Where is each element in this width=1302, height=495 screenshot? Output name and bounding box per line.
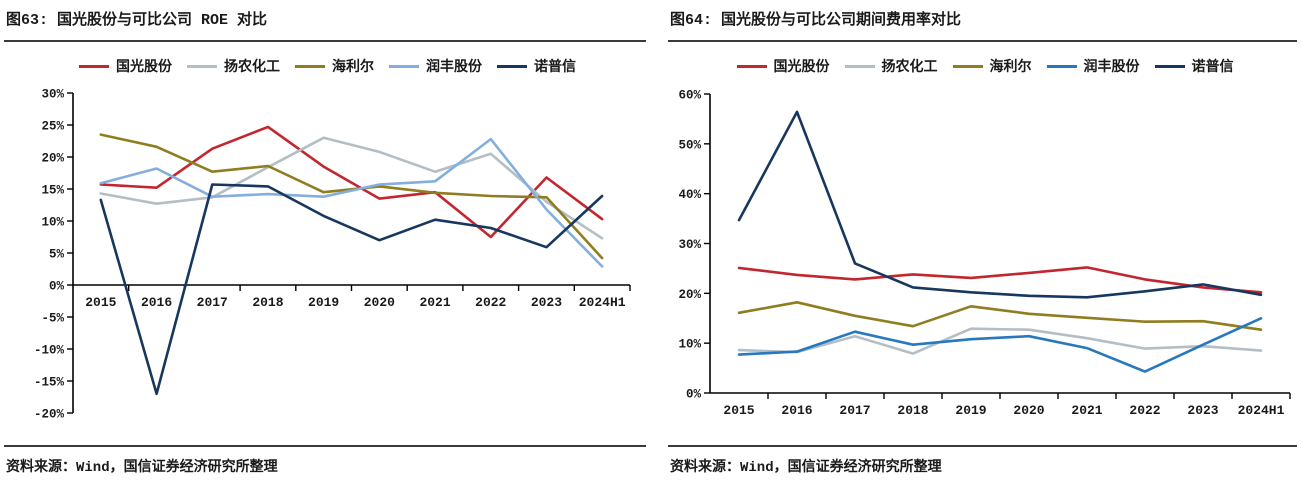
series-line-海利尔	[737, 301, 1263, 331]
x-category-label: 2019	[955, 403, 986, 418]
series-line-润丰股份	[737, 317, 1263, 373]
legend-item: 海利尔	[295, 56, 374, 76]
legend-label: 诺普信	[1191, 60, 1234, 76]
series-line-国光股份	[737, 266, 1263, 294]
legend-line-swatch	[1046, 64, 1077, 68]
series-line-扬农化工	[737, 327, 1263, 355]
y-tick-label: 60%	[678, 89, 701, 103]
report-figures-row: 图63: 国光股份与可比公司 ROE 对比 国光股份 扬农化工 海利尔 润丰股份 诺普信…	[0, 0, 1302, 476]
x-category-label: 2019	[308, 295, 339, 310]
x-category-label: 2024H1	[579, 295, 626, 310]
x-category-label: 2018	[897, 403, 928, 418]
x-category-label: 2020	[1013, 403, 1044, 418]
x-category-label: 2015	[85, 295, 116, 310]
legend-label: 国光股份	[773, 60, 830, 76]
legend-label: 诺普信	[534, 60, 576, 76]
legend-line-swatch	[79, 64, 109, 68]
footer-divider	[4, 445, 646, 447]
legend-item: 润丰股份	[1046, 56, 1140, 76]
legend-label: 国光股份	[116, 60, 172, 76]
source-note: 资料来源：Wind，国信证券经济研究所整理	[6, 460, 278, 476]
x-category-label: 2020	[364, 295, 395, 310]
legend-label: 海利尔	[989, 60, 1032, 76]
legend-line-swatch	[952, 64, 983, 68]
chart-legend: 国光股份 扬农化工 海利尔 润丰股份 诺普信	[4, 42, 651, 88]
x-category-label: 2021	[1071, 403, 1102, 418]
series-line-扬农化工	[99, 136, 604, 240]
figure-title: 图64: 国光股份与可比公司期间费用率对比	[670, 12, 962, 29]
legend-label: 润丰股份	[1083, 60, 1140, 76]
panel-roe-chart: 图63: 国光股份与可比公司 ROE 对比 国光股份 扬农化工 海利尔 润丰股份 诺普信…	[0, 0, 651, 476]
legend-line-swatch	[389, 64, 419, 68]
x-category-label: 2022	[1129, 403, 1160, 418]
x-category-label: 2021	[419, 295, 450, 310]
legend-line-swatch	[497, 64, 527, 68]
legend-item: 国光股份	[79, 56, 172, 76]
legend-line-swatch	[844, 64, 875, 68]
figure-title: 图63: 国光股份与可比公司 ROE 对比	[6, 12, 268, 29]
y-tick-label: 10%	[41, 216, 64, 230]
y-tick-label: 5%	[49, 248, 65, 262]
y-tick-label: 20%	[41, 152, 64, 166]
y-tick-label: 0%	[686, 388, 702, 402]
y-tick-label: 10%	[678, 338, 701, 352]
y-tick-label: 30%	[41, 88, 64, 102]
y-tick-label: 0%	[49, 280, 65, 294]
legend-item: 国光股份	[736, 56, 830, 76]
y-tick-label: 20%	[678, 288, 701, 302]
series-line-诺普信	[99, 183, 604, 396]
legend-item: 海利尔	[952, 56, 1032, 76]
y-tick-label: 50%	[678, 138, 701, 152]
x-category-label: 2016	[781, 403, 812, 418]
series-line-诺普信	[737, 110, 1263, 299]
y-tick-label: -15%	[34, 376, 65, 390]
x-category-label: 2017	[839, 403, 870, 418]
x-category-label: 2015	[723, 403, 754, 418]
source-note: 资料来源：Wind，国信证券经济研究所整理	[670, 460, 942, 476]
roe-line-chart: -20% -15% -10% -5% 0% 5% 10% 15% 20% 25% 30% 2015 20…	[34, 88, 631, 422]
x-category-label: 2023	[531, 295, 562, 310]
x-category-label: 2023	[1187, 403, 1218, 418]
legend-item: 润丰股份	[389, 56, 482, 76]
legend-item: 诺普信	[1154, 56, 1234, 76]
legend-label: 润丰股份	[426, 60, 482, 76]
expense-ratio-line-chart: 0% 10% 20% 30% 40% 50% 60% 2015 2016 2017 2018 2019…	[678, 89, 1291, 418]
legend-line-swatch	[1154, 64, 1185, 68]
series-line-润丰股份	[99, 137, 604, 268]
title-divider	[4, 40, 646, 42]
y-tick-label: 40%	[678, 188, 701, 202]
y-tick-label: -10%	[34, 344, 65, 358]
x-category-label: 2018	[252, 295, 283, 310]
y-tick-label: 15%	[41, 184, 64, 198]
x-category-label: 2016	[141, 295, 172, 310]
legend-item: 扬农化工	[844, 56, 938, 76]
title-divider	[668, 40, 1297, 42]
x-category-label: 2017	[197, 295, 228, 310]
legend-line-swatch	[295, 64, 325, 68]
series-line-国光股份	[99, 125, 604, 239]
legend-label: 扬农化工	[224, 60, 280, 76]
panel-expense-ratio-chart: 图64: 国光股份与可比公司期间费用率对比 国光股份 扬农化工 海利尔 润丰股份 诺普信…	[651, 0, 1302, 476]
footer-divider	[668, 445, 1297, 447]
legend-line-swatch	[187, 64, 217, 68]
y-tick-label: -20%	[34, 408, 65, 422]
legend-label: 海利尔	[332, 60, 374, 76]
x-category-label: 2024H1	[1238, 403, 1285, 418]
x-category-label: 2022	[475, 295, 506, 310]
legend-label: 扬农化工	[881, 60, 938, 76]
y-tick-label: 30%	[678, 238, 701, 252]
y-tick-label: -5%	[41, 312, 64, 326]
chart-legend: 国光股份 扬农化工 海利尔 润丰股份 诺普信	[668, 42, 1302, 88]
legend-item: 诺普信	[497, 56, 576, 76]
y-tick-label: 25%	[41, 120, 64, 134]
legend-item: 扬农化工	[187, 56, 280, 76]
legend-line-swatch	[736, 64, 767, 68]
